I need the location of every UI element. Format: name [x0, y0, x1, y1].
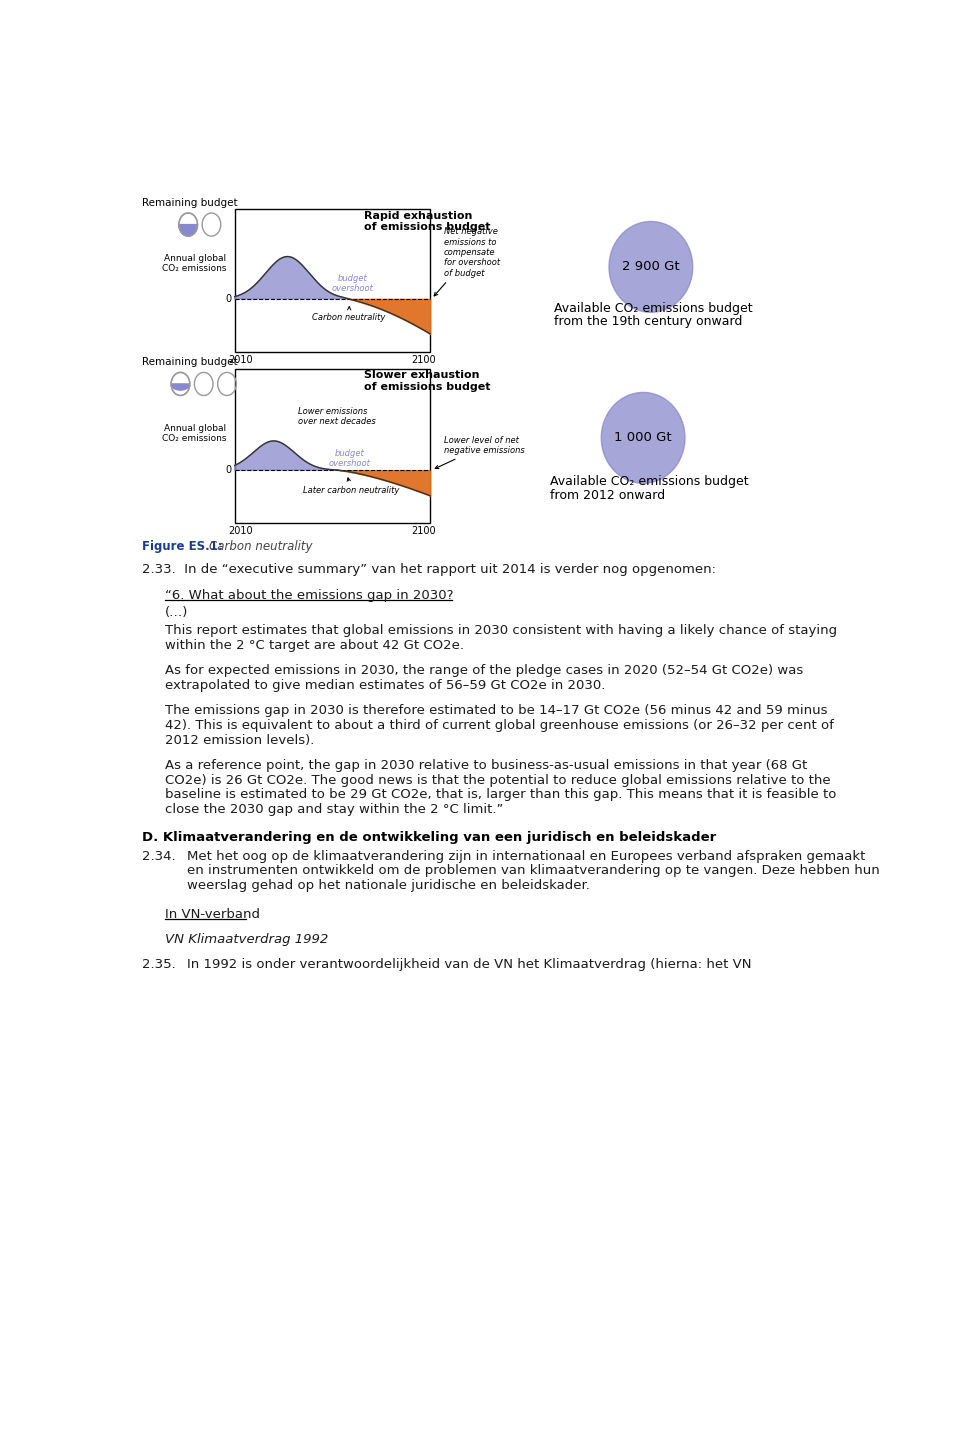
- Text: 0: 0: [226, 294, 231, 304]
- Text: 0: 0: [226, 465, 231, 475]
- Bar: [234, 369, 430, 522]
- Text: 42). This is equivalent to about a third of current global greenhouse emissions : 42). This is equivalent to about a third…: [165, 719, 834, 732]
- Polygon shape: [179, 224, 198, 237]
- Text: weerslag gehad op het nationale juridische en beleidskader.: weerslag gehad op het nationale juridisc…: [186, 880, 589, 893]
- Text: 2.35.: 2.35.: [142, 959, 176, 971]
- Text: Remaining budget: Remaining budget: [142, 198, 237, 208]
- Text: Annual global
CO₂ emissions: Annual global CO₂ emissions: [162, 254, 227, 273]
- Text: from 2012 onward: from 2012 onward: [550, 489, 665, 502]
- Text: close the 2030 gap and stay within the 2 °C limit.”: close the 2030 gap and stay within the 2…: [165, 802, 503, 817]
- Text: This report estimates that global emissions in 2030 consistent with having a lik: This report estimates that global emissi…: [165, 624, 837, 637]
- Text: 2010: 2010: [228, 356, 253, 366]
- Polygon shape: [171, 385, 190, 390]
- Text: extrapolated to give median estimates of 56–59 Gt CO2e in 2030.: extrapolated to give median estimates of…: [165, 679, 606, 692]
- Text: Slower exhaustion
of emissions budget: Slower exhaustion of emissions budget: [364, 370, 491, 392]
- Text: Later carbon neutrality: Later carbon neutrality: [303, 478, 399, 495]
- Text: 2100: 2100: [412, 527, 436, 537]
- Text: CO2e) is 26 Gt CO2e. The good news is that the potential to reduce global emissi: CO2e) is 26 Gt CO2e. The good news is th…: [165, 773, 830, 786]
- Text: “6. What about the emissions gap in 2030?: “6. What about the emissions gap in 2030…: [165, 588, 453, 601]
- Polygon shape: [234, 257, 348, 298]
- Text: VN Klimaatverdrag 1992: VN Klimaatverdrag 1992: [165, 933, 328, 946]
- Text: In 1992 is onder verantwoordelijkheid van de VN het Klimaatverdrag (hierna: het : In 1992 is onder verantwoordelijkheid va…: [186, 959, 751, 971]
- Text: 2010: 2010: [228, 527, 253, 537]
- Text: Available CO₂ emissions budget: Available CO₂ emissions budget: [550, 475, 749, 488]
- Text: Carbon neutrality: Carbon neutrality: [312, 307, 386, 323]
- Text: As for expected emissions in 2030, the range of the pledge cases in 2020 (52–54 : As for expected emissions in 2030, the r…: [165, 664, 804, 677]
- Text: Remaining budget: Remaining budget: [142, 357, 237, 367]
- Text: 2012 emission levels).: 2012 emission levels).: [165, 733, 314, 746]
- Text: 1 000 Gt: 1 000 Gt: [614, 432, 672, 445]
- Text: (…): (…): [165, 607, 188, 620]
- Ellipse shape: [609, 221, 693, 313]
- Bar: [234, 210, 430, 352]
- Text: Carbon neutrality: Carbon neutrality: [209, 540, 313, 554]
- Text: baseline is estimated to be 29 Gt CO2e, that is, larger than this gap. This mean: baseline is estimated to be 29 Gt CO2e, …: [165, 788, 836, 801]
- Text: Annual global
CO₂ emissions: Annual global CO₂ emissions: [162, 423, 227, 443]
- Text: In VN-verband: In VN-verband: [165, 907, 260, 920]
- Text: 2.33.  In de “executive summary” van het rapport uit 2014 is verder nog opgenome: 2.33. In de “executive summary” van het …: [142, 564, 716, 577]
- Text: Met het oog op de klimaatverandering zijn in internationaal en Europees verband : Met het oog op de klimaatverandering zij…: [186, 850, 865, 862]
- Polygon shape: [234, 441, 339, 471]
- Ellipse shape: [601, 392, 685, 484]
- Text: Lower emissions
over next decades: Lower emissions over next decades: [299, 408, 376, 426]
- Text: Figure ES.1:: Figure ES.1:: [142, 540, 223, 554]
- Text: en instrumenten ontwikkeld om de problemen van klimaatverandering op te vangen. : en instrumenten ontwikkeld om de problem…: [186, 864, 879, 877]
- Text: budget
overshoot: budget overshoot: [328, 449, 371, 468]
- Text: within the 2 °C target are about 42 Gt CO2e.: within the 2 °C target are about 42 Gt C…: [165, 639, 464, 651]
- Text: Rapid exhaustion
of emissions budget: Rapid exhaustion of emissions budget: [364, 211, 491, 232]
- Text: from the 19th century onward: from the 19th century onward: [554, 316, 742, 329]
- Text: Lower level of net
negative emissions: Lower level of net negative emissions: [435, 436, 525, 469]
- Text: The emissions gap in 2030 is therefore estimated to be 14–17 Gt CO2e (56 minus 4: The emissions gap in 2030 is therefore e…: [165, 705, 828, 718]
- Text: 2 900 Gt: 2 900 Gt: [622, 260, 680, 274]
- Text: budget
overshoot: budget overshoot: [331, 274, 373, 293]
- Text: 2.34.: 2.34.: [142, 850, 176, 862]
- Text: As a reference point, the gap in 2030 relative to business-as-usual emissions in: As a reference point, the gap in 2030 re…: [165, 759, 807, 772]
- Text: Available CO₂ emissions budget: Available CO₂ emissions budget: [554, 301, 753, 314]
- Text: D. Klimaatverandering en de ontwikkeling van een juridisch en beleidskader: D. Klimaatverandering en de ontwikkeling…: [142, 831, 716, 844]
- Text: Net negative
emissions to
compensate
for overshoot
of budget: Net negative emissions to compensate for…: [434, 227, 500, 296]
- Text: 2100: 2100: [412, 356, 436, 366]
